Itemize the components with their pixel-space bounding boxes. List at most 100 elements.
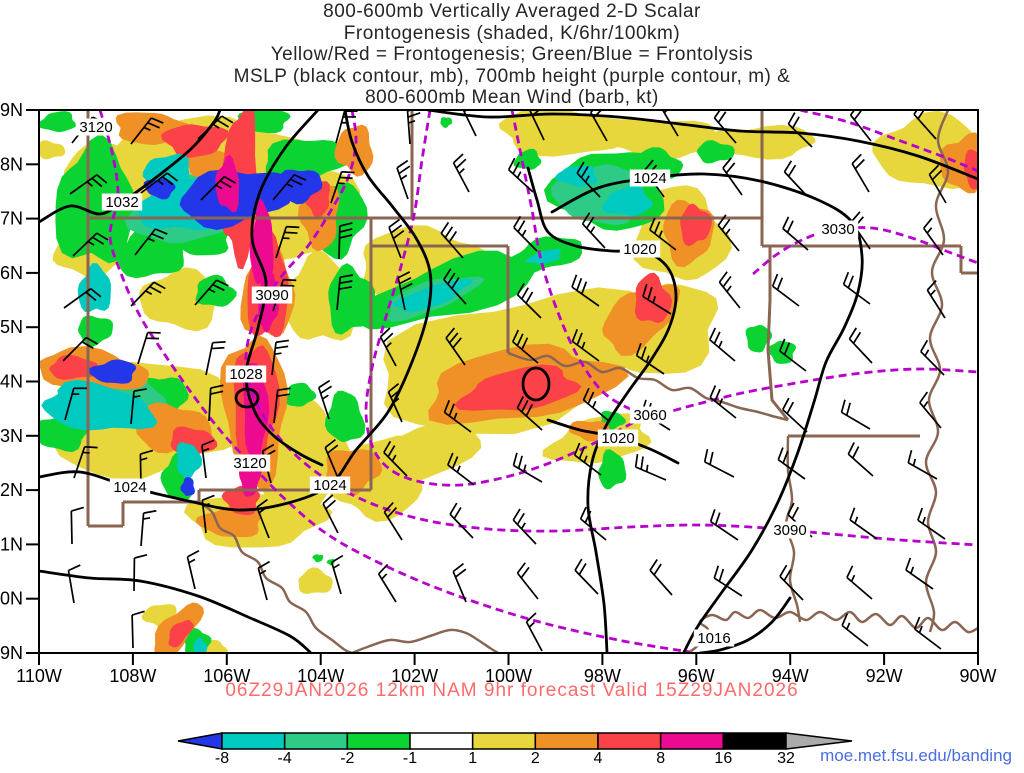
wind-barb: [709, 327, 736, 362]
wind-barb: [649, 559, 673, 596]
colorbar-tick-label: 8: [656, 750, 665, 767]
wind-barb: [322, 494, 339, 534]
wind-barb: [574, 558, 599, 595]
red-frontogenesis-blob: [454, 364, 582, 411]
y-tick-label: 30N: [0, 589, 23, 609]
cyan-frontogenesis-blob: [41, 379, 158, 431]
wind-barb: [273, 387, 291, 424]
wind-barb: [709, 385, 737, 419]
colorbar-tick-label: 1: [468, 750, 477, 767]
x-tick-label: 90W: [959, 666, 996, 686]
green-frontogenesis-blob: [324, 390, 366, 443]
wind-barb: [271, 339, 289, 376]
wind-barb: [919, 391, 942, 429]
y-tick-label: 36N: [0, 263, 23, 283]
x-tick-label: 106W: [203, 666, 250, 686]
wind-barb: [571, 274, 600, 307]
colorbar: -8 -4 -2 -1 1 2 4 8 16 32: [177, 732, 853, 767]
magenta-frontogenesis-blob: [215, 154, 240, 213]
height-contour: [244, 110, 978, 547]
wind-barb: [771, 273, 800, 307]
wind-barb: [525, 612, 543, 652]
wind-barb: [512, 452, 543, 483]
contour-label: 1024: [113, 479, 146, 496]
red-frontogenesis-blob: [160, 124, 229, 158]
river-coast-line: [924, 110, 950, 633]
contour-label-box: [309, 476, 351, 494]
wind-barb: [62, 336, 98, 362]
contour-label: 1016: [697, 630, 730, 647]
state-border-line: [766, 246, 790, 421]
cyan-frontogenesis-blob: [555, 165, 598, 188]
wind-barb: [573, 442, 602, 476]
x-tick-label: 108W: [109, 666, 156, 686]
yellow-frontogenesis-blob: [139, 267, 217, 332]
x-tick-label: 94W: [772, 666, 809, 686]
contour-label: 1020: [601, 430, 634, 447]
wind-barb: [443, 399, 472, 433]
colorbar-segment: [346, 732, 411, 750]
cyan-frontogenesis-blob: [176, 442, 203, 479]
wind-barb: [317, 379, 333, 420]
blue-frontogenesis-blob: [180, 477, 195, 496]
cyan-frontogenesis-blob: [602, 185, 653, 216]
contour-label-box: [229, 454, 271, 472]
y-tick-label: 32N: [0, 480, 23, 500]
wind-barb: [67, 564, 81, 604]
cyan-frontogenesis-blob: [77, 263, 111, 313]
x-tick-label: 98W: [584, 666, 621, 686]
wind-barb: [713, 110, 737, 144]
wind-barb: [920, 339, 945, 376]
wind-barb: [330, 170, 355, 204]
mslp-contour: [39, 110, 433, 512]
colorbar-segment: [534, 732, 599, 750]
wind-barb: [275, 225, 300, 259]
wind-barb: [72, 232, 109, 257]
contour-label: 3120: [233, 455, 266, 472]
wind-barb: [388, 218, 405, 259]
wind-barb: [849, 110, 872, 142]
wind-barb: [70, 506, 85, 545]
wind-barb: [330, 554, 344, 595]
colorbar-tick-label: -2: [340, 750, 354, 767]
green-frontogenesis-blob: [745, 324, 773, 353]
wind-barb: [849, 507, 878, 540]
wind-barb: [201, 494, 215, 534]
title-line-1: 800-600mb Vertically Averaged 2-D Scalar: [323, 1, 701, 22]
wind-barb: [336, 274, 354, 311]
wind-barb: [513, 215, 538, 252]
wind-barb: [272, 173, 307, 201]
wind-barb: [443, 268, 467, 305]
wind-barb: [383, 501, 403, 541]
wind-barb: [516, 283, 542, 319]
wind-barb: [387, 383, 403, 423]
wind-barb: [452, 153, 470, 193]
contour-label: 3090: [773, 522, 806, 539]
wind-barb: [73, 445, 98, 479]
wind-barb: [137, 331, 161, 365]
contour-label-box: [75, 118, 117, 136]
wind-barb: [256, 498, 270, 539]
colorbar-segment: [597, 732, 662, 750]
x-tick-label: 92W: [866, 666, 903, 686]
colorbar-tick-label: 4: [594, 750, 603, 767]
x-tick-label: 100W: [485, 666, 532, 686]
wind-barb: [335, 110, 358, 144]
wind-barb: [649, 217, 677, 251]
wind-barb: [134, 228, 168, 256]
wind-barb: [787, 112, 813, 148]
mslp-contour: [698, 596, 792, 653]
wind-barb: [131, 610, 145, 649]
wind-barb: [851, 153, 870, 193]
wind-barb: [907, 449, 938, 480]
wind-barb: [511, 329, 539, 364]
wind-barb: [718, 271, 741, 309]
colorbar-tick-label: 16: [714, 750, 732, 767]
wind-barb: [445, 327, 466, 366]
forecast-caption: 06Z29JAN2026 12km NAM 9hr forecast Valid…: [225, 680, 799, 701]
wind-barb: [208, 384, 224, 422]
colorbar-tick-label: -1: [403, 750, 417, 767]
site-link[interactable]: moe.met.fsu.edu/banding: [820, 746, 1012, 765]
wind-barb: [709, 509, 739, 541]
